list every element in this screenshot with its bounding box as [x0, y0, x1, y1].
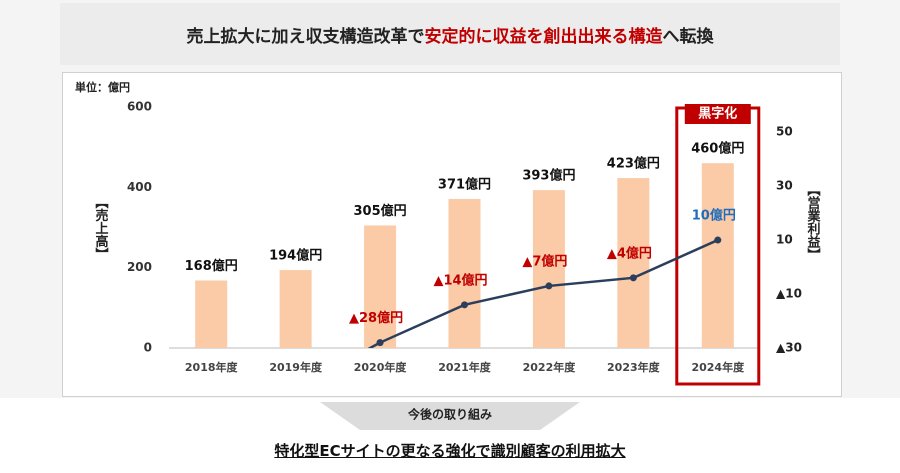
- line-value-label: ▲4億円: [607, 245, 652, 261]
- footer: 今後の取り組み 特化型ECサイトの更なる強化で識別顧客の利用拡大: [0, 398, 900, 473]
- message: 特化型ECサイトの更なる強化で識別顧客の利用拡大: [274, 442, 626, 460]
- y2-tick-label: 50: [776, 125, 793, 139]
- x-tick-label: 2024年度: [691, 360, 745, 374]
- title-part: 安定的に収益を創出出来る構造: [424, 26, 663, 47]
- bar: [532, 190, 565, 348]
- line-group: [367, 236, 722, 348]
- title-part: 売上拡大に加え収支構造改革で: [186, 26, 425, 47]
- chart: 単位：億円 【売上高】 【営業利益】 0200400600▲30▲1010305…: [75, 80, 822, 386]
- bar-value-label: 423億円: [607, 156, 660, 172]
- header: 売上拡大に加え収支構造改革で 安定的に収益を創出出来る構造 へ転換: [60, 3, 840, 65]
- bar-value-label: 168億円: [185, 258, 238, 274]
- y-axis-label: 【売上高】: [93, 196, 109, 261]
- bar-value-label: 460億円: [691, 141, 744, 157]
- arrow-shape: [320, 402, 580, 430]
- bar-value-label: 305億円: [354, 203, 407, 219]
- line-point: [629, 274, 637, 282]
- arrow-label: 今後の取り組み: [407, 407, 492, 422]
- x-tick-label: 2023年度: [607, 360, 661, 374]
- line-point: [714, 236, 722, 244]
- bar-value-label: 371億円: [438, 176, 491, 192]
- bar-value-label: 393億円: [522, 168, 575, 184]
- y-tick-label: 400: [127, 180, 152, 194]
- bar: [364, 225, 397, 348]
- x-tick-label: 2018年度: [185, 360, 239, 374]
- bar-value-label: 194億円: [269, 248, 322, 264]
- bar: [448, 198, 481, 348]
- line-value-label: ▲14億円: [433, 272, 487, 288]
- x-tick-label: 2020年度: [354, 360, 408, 374]
- x-tick-label: 2021年度: [438, 360, 492, 374]
- bar: [617, 178, 650, 348]
- line-value-label: 10億円: [692, 208, 736, 224]
- highlight-tag: [684, 104, 751, 124]
- arrow: 今後の取り組み: [320, 402, 580, 430]
- x-tick-label: 2022年度: [523, 360, 577, 374]
- line-point: [376, 339, 384, 347]
- highlight-label: 黒字化: [698, 106, 737, 122]
- line-point: [545, 282, 553, 290]
- bar: [195, 280, 228, 348]
- x-tick-label: 2019年度: [269, 360, 323, 374]
- y-tick-label: 200: [127, 260, 152, 274]
- line-value-label: ▲7億円: [522, 253, 567, 269]
- y2-tick-label: 10: [776, 233, 793, 247]
- y2-axis-label: 【営業利益】: [805, 183, 822, 261]
- line: [367, 238, 719, 348]
- title-part: へ転換: [662, 26, 714, 47]
- bar: [279, 270, 312, 348]
- y2-tick-label: ▲10: [776, 287, 802, 301]
- unit-label: 単位：億円: [75, 80, 130, 94]
- y2-tick-label: ▲30: [776, 341, 802, 355]
- bar: [701, 163, 734, 348]
- y2-tick-label: 30: [776, 179, 793, 193]
- y-tick-label: 0: [144, 341, 152, 355]
- y-tick-label: 600: [127, 100, 152, 114]
- line-value-label: ▲28億円: [349, 310, 403, 326]
- line-point: [461, 301, 468, 309]
